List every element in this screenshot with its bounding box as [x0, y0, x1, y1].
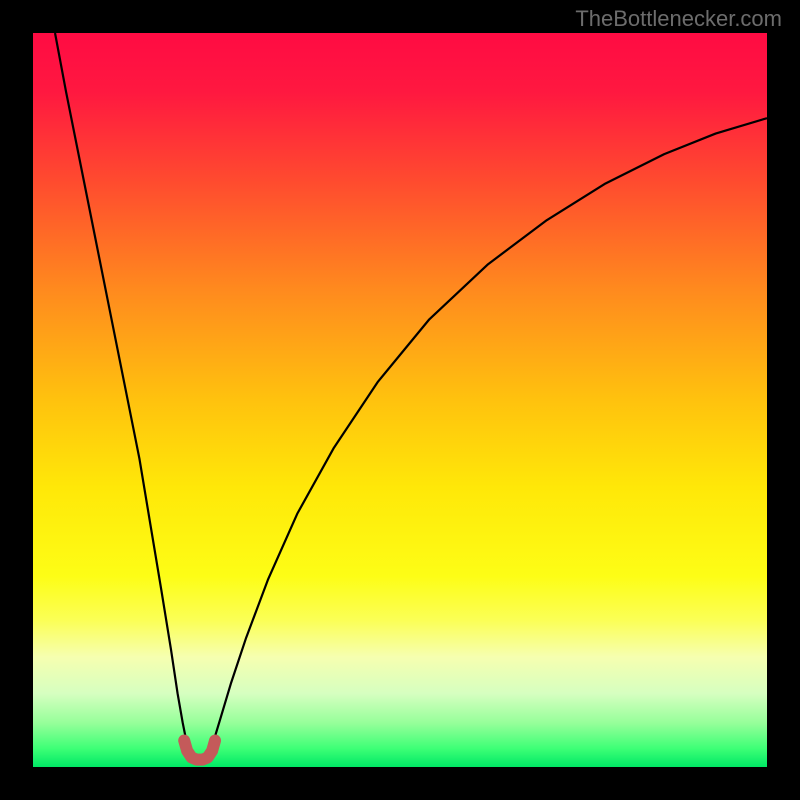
bottleneck-main-curve — [55, 33, 767, 764]
watermark-text: TheBottlenecker.com — [575, 6, 782, 32]
bottleneck-curve-svg — [33, 33, 767, 767]
stage: TheBottlenecker.com — [0, 0, 800, 800]
bottleneck-valley-marker — [184, 741, 215, 760]
chart-area — [33, 33, 767, 767]
